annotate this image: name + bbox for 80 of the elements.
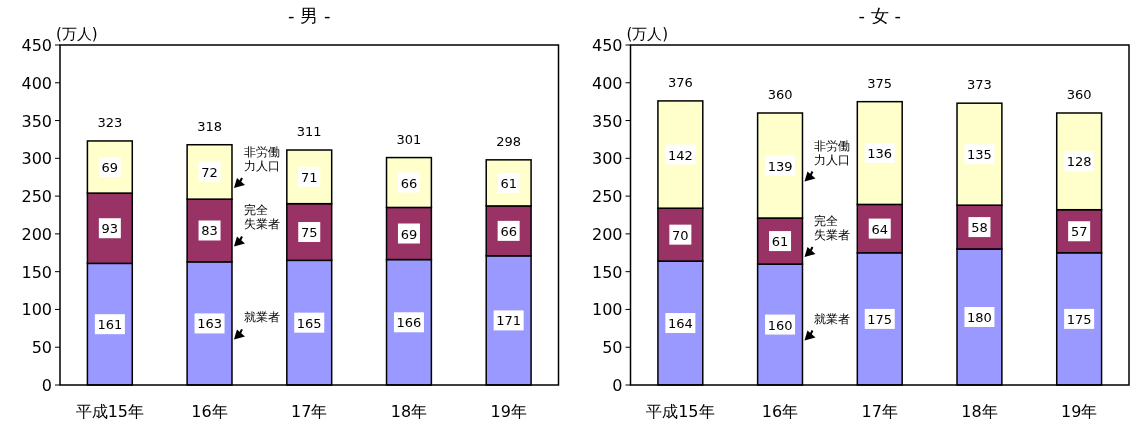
- data-label: 75: [300, 225, 318, 240]
- data-label: 161: [97, 317, 123, 333]
- series-label: 就業者: [814, 311, 851, 326]
- x-tick-label: 17年: [861, 402, 898, 421]
- y-tick-label: 350: [591, 111, 623, 131]
- y-tick-label: 400: [591, 73, 623, 93]
- data-label: 72: [201, 164, 218, 180]
- chart-title: - 男 -: [288, 5, 331, 26]
- x-tick-label: 18年: [961, 402, 998, 421]
- total-label: 298: [496, 133, 522, 149]
- data-label: 175: [867, 311, 893, 327]
- data-label: 69: [101, 160, 119, 176]
- y-tick-label: 450: [21, 36, 52, 55]
- y-tick-label: 0: [612, 376, 623, 395]
- x-tick-label: 19年: [1060, 402, 1098, 421]
- total-label: 360: [767, 87, 793, 102]
- data-label: 66: [500, 223, 517, 239]
- data-label: 139: [767, 158, 793, 174]
- data-label: 160: [767, 317, 793, 333]
- data-label: 180: [967, 310, 992, 325]
- y-tick-label: 100: [21, 300, 52, 320]
- y-tick-label: 150: [591, 262, 623, 282]
- total-label: 311: [296, 124, 322, 140]
- data-label: 61: [500, 175, 517, 191]
- data-label: 175: [1066, 311, 1092, 327]
- data-label: 58: [971, 220, 988, 236]
- series-label: 完全失業者: [243, 203, 280, 232]
- total-label: 301: [396, 131, 422, 147]
- data-label: 165: [296, 315, 322, 331]
- series-label: 就業者: [243, 310, 280, 325]
- data-label: 66: [400, 175, 418, 191]
- y-tick-label: 200: [21, 224, 52, 244]
- data-label: 163: [197, 316, 222, 332]
- y-tick-label: 350: [21, 111, 52, 131]
- y-tick-label: 250: [21, 187, 52, 207]
- series-label: 完全失業者: [814, 214, 851, 243]
- x-tick-label: 平成15年: [75, 402, 145, 421]
- data-label: 57: [1070, 224, 1088, 240]
- data-label: 166: [396, 315, 422, 331]
- x-tick-label: 16年: [191, 402, 228, 421]
- y-tick-label: 250: [591, 187, 623, 207]
- series-label: 非労働力人口: [814, 138, 851, 167]
- data-label: 64: [871, 221, 889, 237]
- y-tick-label: 50: [31, 338, 52, 358]
- y-tick-label: 100: [591, 300, 623, 320]
- data-label: 164: [667, 316, 693, 332]
- total-label: 375: [867, 75, 893, 91]
- y-tick-label: 150: [21, 262, 52, 282]
- data-label: 70: [672, 227, 689, 243]
- x-tick-label: 18年: [390, 402, 428, 421]
- y-tick-label: 400: [21, 73, 52, 93]
- y-tick-label: 300: [591, 149, 623, 169]
- data-label: 83: [201, 223, 218, 239]
- data-label: 69: [400, 226, 418, 242]
- data-label: 71: [300, 169, 318, 185]
- total-label: 373: [967, 77, 992, 93]
- data-label: 135: [967, 147, 992, 163]
- data-label: 61: [771, 234, 789, 250]
- y-tick-label: 450: [591, 36, 623, 55]
- data-label: 128: [1066, 154, 1092, 170]
- y-tick-label: 200: [591, 224, 623, 244]
- data-label: 93: [101, 221, 119, 237]
- x-tick-label: 平成15年: [646, 402, 715, 421]
- total-label: 318: [197, 118, 222, 134]
- total-label: 376: [667, 74, 693, 90]
- y-tick-label: 0: [41, 376, 52, 395]
- y-tick-label: 300: [21, 149, 52, 169]
- series-label: 非労働力人口: [243, 144, 280, 173]
- total-label: 323: [97, 114, 123, 130]
- y-axis-title: (万人): [626, 25, 669, 43]
- data-label: 136: [867, 146, 893, 162]
- y-axis-title: (万人): [56, 25, 98, 43]
- x-tick-label: 17年: [291, 402, 328, 421]
- y-tick-label: 50: [602, 338, 623, 358]
- data-label: 171: [496, 313, 522, 329]
- x-tick-label: 19年: [490, 402, 527, 421]
- total-label: 360: [1066, 87, 1092, 102]
- x-tick-label: 16年: [761, 402, 799, 421]
- chart-title: - 女 -: [858, 5, 901, 26]
- data-label: 142: [667, 147, 693, 163]
